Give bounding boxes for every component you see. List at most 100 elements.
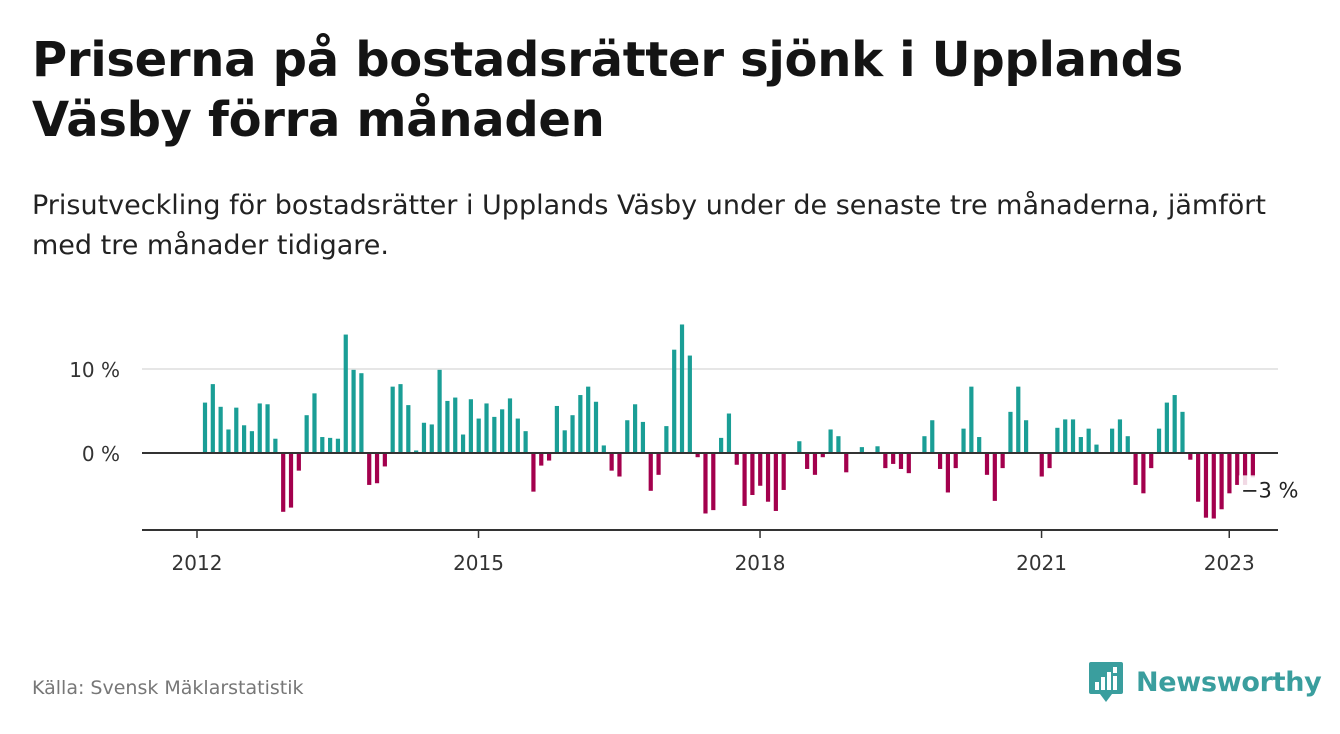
bar — [507, 398, 513, 453]
newsworthy-logo: Newsworthy — [1088, 660, 1322, 704]
bar — [1211, 453, 1216, 519]
bar — [1000, 453, 1005, 469]
bar — [1039, 453, 1044, 477]
bar — [202, 402, 208, 453]
bar — [664, 426, 669, 453]
bar — [617, 453, 622, 477]
bar — [218, 406, 223, 453]
bar — [453, 397, 458, 453]
bar — [859, 447, 864, 453]
bar — [1070, 419, 1076, 453]
bar — [586, 386, 591, 453]
bar-chart: 0 % 10 % 2012 2015 2018 2021 2023 −3 % — [69, 324, 1299, 575]
bar — [210, 384, 215, 453]
bar — [883, 453, 888, 469]
bar — [672, 349, 677, 453]
bar — [640, 421, 646, 453]
bar — [773, 453, 778, 511]
bar — [1063, 419, 1068, 453]
bar — [1047, 453, 1052, 469]
bar — [1078, 437, 1083, 453]
bar — [500, 409, 505, 453]
bar — [930, 420, 935, 453]
bar — [1156, 428, 1162, 453]
bar — [343, 334, 348, 453]
bar — [1203, 453, 1209, 518]
bar — [445, 400, 450, 453]
bar — [812, 453, 818, 475]
bar — [609, 453, 614, 471]
bar — [437, 369, 442, 453]
source-note: Källa: Svensk Mäklarstatistik — [32, 677, 304, 699]
bar — [288, 453, 294, 508]
bar — [257, 403, 262, 453]
chart-subtitle: Prisutveckling för bostadsrätter i Uppla… — [32, 190, 1266, 261]
bar — [1024, 420, 1029, 453]
bar — [633, 404, 638, 453]
bar — [335, 438, 341, 453]
bar — [742, 453, 747, 506]
bar — [570, 415, 575, 453]
bar — [1133, 453, 1138, 485]
bar — [476, 418, 481, 453]
bar — [296, 453, 301, 471]
bar — [969, 386, 974, 453]
bar — [758, 453, 763, 486]
bar — [984, 453, 990, 475]
bar — [781, 453, 786, 490]
bar — [961, 428, 966, 453]
bar — [1016, 386, 1021, 453]
bar — [554, 405, 559, 453]
bar — [281, 453, 286, 512]
bar — [593, 401, 599, 453]
bar — [891, 453, 896, 464]
annotation-background — [1238, 475, 1295, 504]
bar — [648, 453, 653, 491]
bar — [953, 453, 958, 469]
newsworthy-logo-icon — [1089, 662, 1123, 702]
bar — [977, 437, 982, 453]
x-tick-label: 2023 — [1204, 551, 1255, 575]
bar — [492, 416, 497, 453]
bar — [523, 431, 528, 453]
bar — [351, 369, 356, 453]
bar — [273, 438, 278, 453]
bar — [836, 436, 841, 453]
bar — [1196, 453, 1201, 502]
bar — [414, 450, 419, 453]
bar — [601, 445, 606, 453]
bar — [484, 403, 489, 453]
bar — [1227, 453, 1232, 494]
bar — [805, 453, 810, 469]
bar — [875, 446, 880, 453]
bar — [374, 453, 380, 484]
brand-name: Newsworthy — [1136, 666, 1322, 698]
bar — [1125, 436, 1130, 453]
bar — [265, 404, 270, 453]
bar — [320, 437, 325, 453]
bar — [695, 453, 700, 458]
bar — [468, 399, 473, 453]
bar — [828, 429, 833, 453]
bar — [703, 453, 708, 514]
y-tick-label: 0 % — [82, 442, 120, 466]
bar — [1180, 411, 1185, 453]
bar — [328, 437, 333, 453]
bar — [1250, 453, 1255, 478]
bar — [429, 424, 434, 453]
bar — [1164, 402, 1169, 453]
y-tick-label: 10 % — [69, 358, 120, 382]
bar — [531, 453, 536, 492]
chart-title: Priserna på bostadsrätter sjönk i Upplan… — [32, 32, 1183, 148]
bar — [546, 453, 552, 461]
bar — [820, 453, 825, 458]
bar — [750, 453, 755, 495]
bar — [249, 431, 255, 453]
bar — [797, 441, 802, 453]
bar — [992, 453, 997, 501]
bar — [1235, 453, 1240, 485]
bar — [359, 373, 364, 453]
latest-value-label: −3 % — [1241, 478, 1299, 502]
bars-layer — [202, 324, 1255, 519]
bar — [226, 429, 231, 453]
